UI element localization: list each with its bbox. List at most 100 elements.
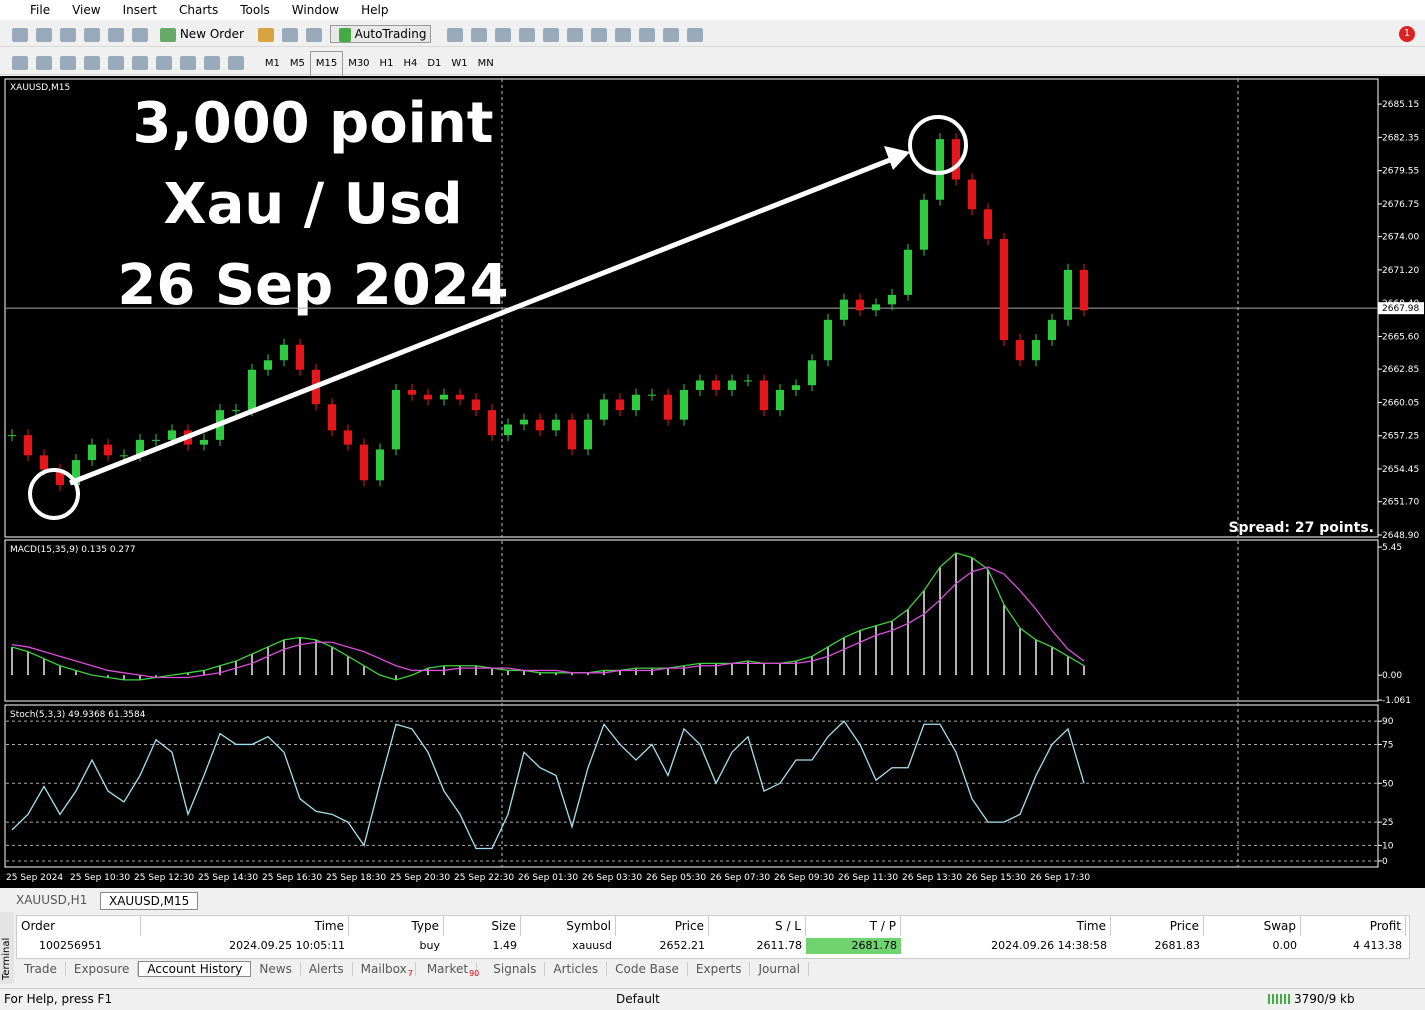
table-cell: 2611.78 xyxy=(756,939,803,952)
arrow xyxy=(69,155,896,486)
timeframe-button[interactable]: M30 xyxy=(348,58,370,69)
icon[interactable] xyxy=(36,27,52,42)
icon[interactable] xyxy=(36,55,52,70)
candle xyxy=(744,380,752,382)
icon[interactable] xyxy=(132,27,148,42)
icon[interactable] xyxy=(12,55,28,70)
column-header[interactable]: Profit xyxy=(1301,916,1406,936)
icon[interactable] xyxy=(132,55,148,70)
column-header[interactable]: Type xyxy=(349,916,444,936)
icon[interactable] xyxy=(495,27,512,42)
menu-item[interactable]: View xyxy=(72,3,101,17)
candle xyxy=(648,394,656,396)
icon[interactable] xyxy=(84,55,100,70)
icon[interactable] xyxy=(156,55,172,70)
icon[interactable] xyxy=(519,27,536,42)
timeframes: M1 M5 M15 M30 H1 H4 D1 W1 MN xyxy=(260,51,499,77)
x-tick-label: 26 Sep 09:30 xyxy=(774,873,834,883)
icon[interactable] xyxy=(591,27,608,42)
chart-tab[interactable]: XAUUSD,M15 xyxy=(100,892,199,910)
candle xyxy=(8,435,16,437)
icon[interactable] xyxy=(639,27,656,42)
icon[interactable] xyxy=(228,55,244,70)
timeframe-button[interactable]: M15 xyxy=(309,51,344,77)
terminal-tab[interactable]: Trade xyxy=(16,962,66,976)
column-header[interactable]: Time xyxy=(141,916,349,936)
timeframe-button[interactable]: M1 xyxy=(264,58,280,69)
x-tick-label: 26 Sep 03:30 xyxy=(582,873,642,883)
icon[interactable] xyxy=(204,55,220,70)
timeframe-button[interactable]: H4 xyxy=(403,58,418,69)
status-help: For Help, press F1 xyxy=(4,992,113,1006)
highlight-circle xyxy=(28,468,80,520)
terminal-tab[interactable]: News xyxy=(251,962,301,976)
table-cell: 2024.09.26 14:38:58 xyxy=(991,939,1107,952)
autotrading-button[interactable]: AutoTrading xyxy=(329,25,432,43)
menu-item[interactable]: Tools xyxy=(240,3,270,17)
timeframe-button[interactable]: D1 xyxy=(427,58,442,69)
icon[interactable] xyxy=(12,27,28,42)
icon[interactable] xyxy=(159,27,176,42)
icon[interactable] xyxy=(60,27,76,42)
column-header[interactable]: S / L xyxy=(709,916,806,936)
icon[interactable] xyxy=(567,27,584,42)
notification-badge[interactable]: 1 xyxy=(1399,26,1415,42)
terminal-tab[interactable]: Signals xyxy=(485,962,546,976)
candle xyxy=(104,444,112,456)
table-cell: 2652.21 xyxy=(659,939,706,952)
timeframe-button[interactable]: W1 xyxy=(451,58,468,69)
table-cell: 100256951 xyxy=(39,939,102,952)
menu-item[interactable]: Insert xyxy=(122,3,157,17)
icon[interactable] xyxy=(84,27,100,42)
candle xyxy=(552,419,560,431)
terminal-tab[interactable]: Articles xyxy=(545,962,608,976)
terminal-tab[interactable]: Experts xyxy=(687,962,751,976)
icon[interactable] xyxy=(108,55,124,70)
candle xyxy=(584,419,592,450)
icon[interactable] xyxy=(447,27,464,42)
menu-item[interactable]: File xyxy=(30,3,51,17)
terminal-tab[interactable]: Mailbox xyxy=(352,962,416,976)
timeframe-button[interactable]: H1 xyxy=(379,58,394,69)
menu-item[interactable]: Charts xyxy=(179,3,219,17)
terminal-sidebar: Terminal xyxy=(0,912,14,984)
column-header[interactable]: Price xyxy=(1111,916,1204,936)
candle xyxy=(120,455,128,457)
icon[interactable] xyxy=(108,27,124,42)
chart-tab[interactable]: XAUUSD,H1 xyxy=(16,893,88,907)
new-order-button[interactable]: New Order xyxy=(179,27,244,41)
icon[interactable] xyxy=(687,27,704,42)
icon[interactable] xyxy=(281,27,298,42)
terminal-tab[interactable]: Code Base xyxy=(607,962,688,976)
status-profile: Default xyxy=(616,992,660,1006)
menu-item[interactable]: Window xyxy=(291,3,340,17)
icon[interactable] xyxy=(257,27,274,42)
menu-item[interactable]: Help xyxy=(361,3,389,17)
candle xyxy=(824,319,832,361)
highlight-circle xyxy=(908,115,968,175)
column-header[interactable]: Symbol xyxy=(521,916,616,936)
terminal-tab[interactable]: Alerts xyxy=(300,962,353,976)
timeframe-button[interactable]: M5 xyxy=(289,58,305,69)
column-header[interactable]: Swap xyxy=(1204,916,1301,936)
icon[interactable] xyxy=(543,27,560,42)
column-header[interactable]: Time xyxy=(901,916,1111,936)
icon[interactable] xyxy=(615,27,632,42)
icon[interactable] xyxy=(471,27,488,42)
column-header[interactable]: Size xyxy=(444,916,521,936)
timeframe-button[interactable]: MN xyxy=(477,58,494,69)
y-tick-label: 2657.25 xyxy=(1382,432,1419,442)
column-header[interactable]: T / P xyxy=(806,916,901,936)
terminal-tab[interactable]: Exposure xyxy=(65,962,139,976)
icon[interactable] xyxy=(305,27,322,42)
y-tick-label: 2685.15 xyxy=(1382,100,1419,110)
icon[interactable] xyxy=(663,27,680,42)
terminal-tab[interactable]: Account History xyxy=(138,961,252,977)
column-header[interactable]: Order xyxy=(17,916,141,936)
icon[interactable] xyxy=(60,55,76,70)
terminal-tab[interactable]: Journal xyxy=(750,962,809,976)
column-header[interactable]: Price xyxy=(616,916,709,936)
terminal-tab[interactable]: Market xyxy=(418,962,478,976)
icon[interactable] xyxy=(180,55,196,70)
candle xyxy=(136,439,144,456)
